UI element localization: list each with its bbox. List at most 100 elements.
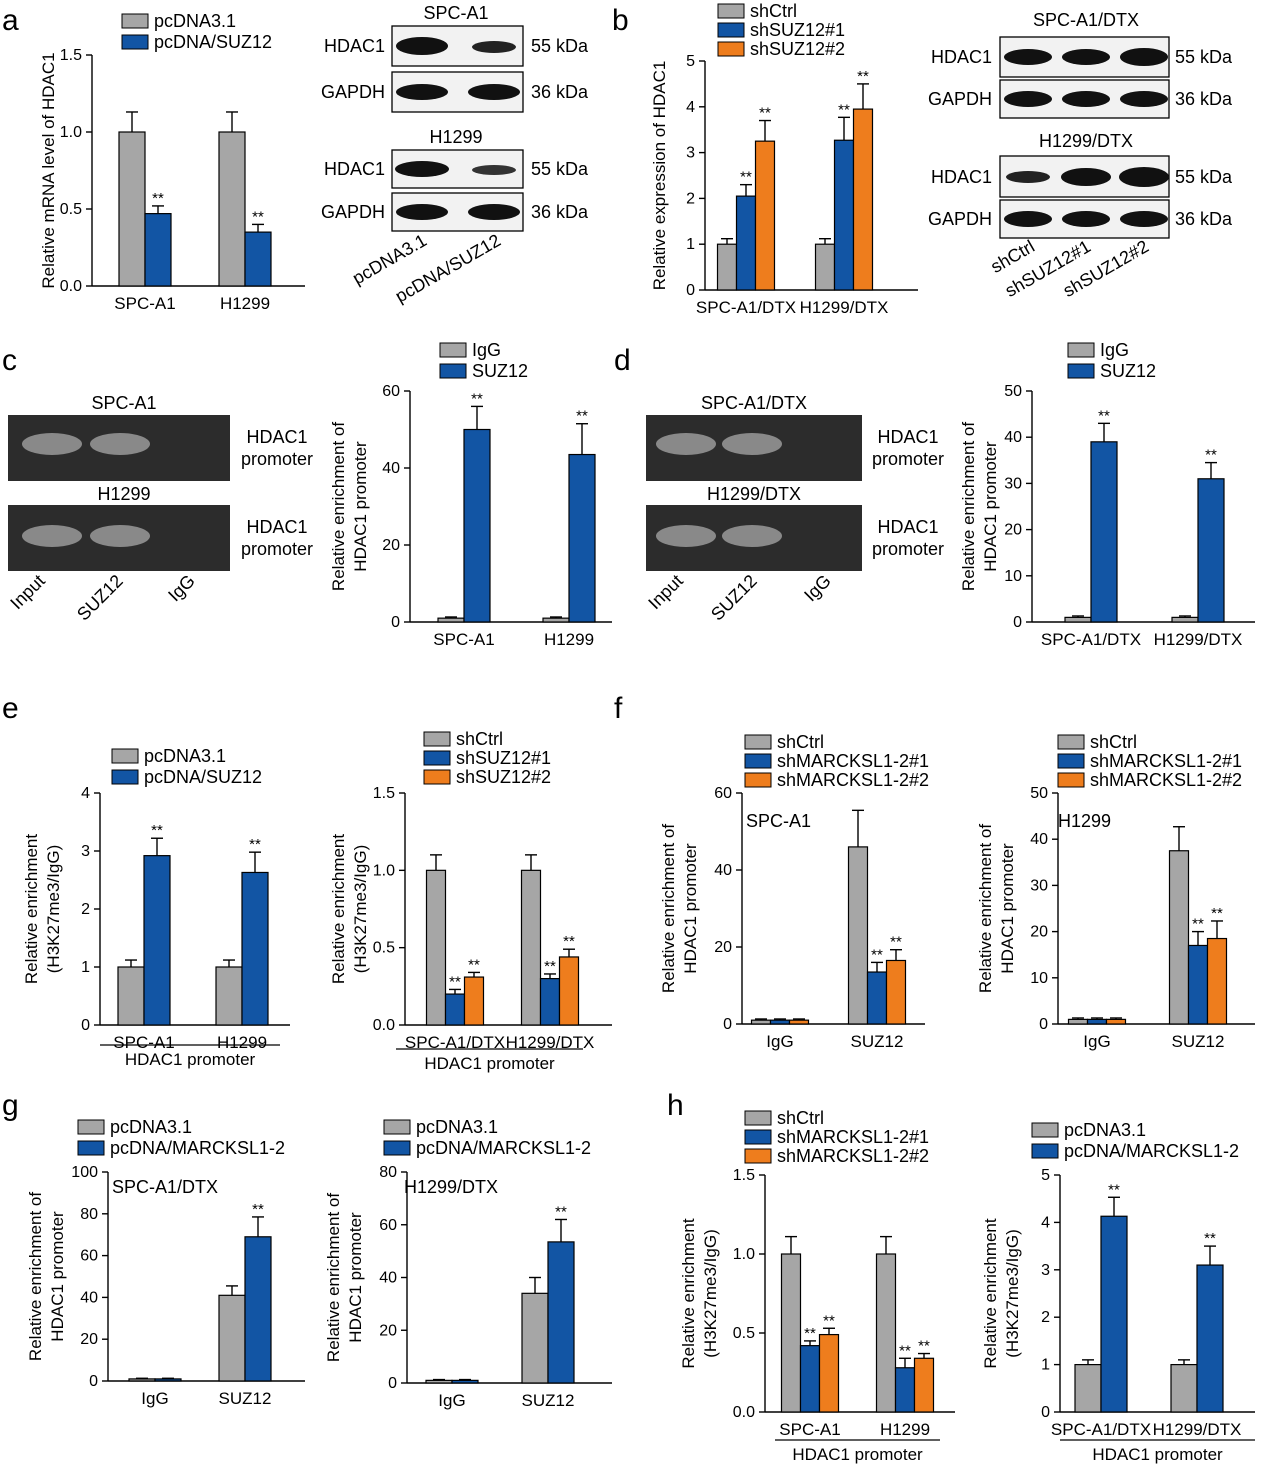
bar (1206, 937, 1228, 1025)
gel-c-lane: SUZ12 (73, 571, 127, 625)
y-tick-label: 0.0 (733, 1404, 755, 1421)
y-tick-label: 30 (1004, 475, 1022, 492)
y-axis-label: Relative enrichment of (959, 422, 978, 591)
bar (117, 966, 145, 1026)
x-tick-label: SPC-A1 (114, 294, 175, 313)
bar (814, 243, 836, 291)
y-tick-label: 5 (1041, 1167, 1050, 1184)
significance-mark: ** (555, 1203, 567, 1220)
bar (1197, 478, 1225, 623)
y-tick-label: 10 (1030, 970, 1048, 987)
x-tick-label: IgG (1083, 1032, 1110, 1051)
blot-band (1004, 49, 1052, 65)
bar (1064, 616, 1092, 623)
significance-mark: ** (249, 836, 261, 853)
y-tick-label: 1.5 (60, 47, 82, 64)
significance-mark: ** (890, 934, 902, 951)
x-tick-label: H1299/DTX (1154, 630, 1243, 649)
y-axis-label: Relative mRNA level of HDAC1 (39, 52, 58, 288)
bar (218, 131, 246, 287)
y-tick-label: 1.0 (373, 862, 395, 879)
legend-swatch (744, 734, 772, 750)
y-tick-label: 20 (382, 537, 400, 554)
legend-label: IgG (1100, 340, 1129, 360)
y-tick-label: 1.5 (373, 785, 395, 802)
legend-label: pcDNA3.1 (110, 1117, 192, 1137)
y-axis-label: Relative enrichment of (659, 824, 678, 993)
gel-band (90, 525, 150, 547)
bar (539, 977, 561, 1026)
y-axis-label: Relative expression of HDAC1 (650, 61, 669, 291)
y-tick-label: 40 (714, 862, 732, 879)
legend-label: pcDNA/MARCKSL1-2 (1064, 1141, 1239, 1161)
bar (754, 140, 776, 291)
bar (1171, 616, 1199, 623)
group-label: HDAC1 promoter (424, 1054, 555, 1073)
y-tick-label: 0 (723, 1016, 732, 1033)
bar (894, 1367, 916, 1413)
gel-c-lane: IgG (164, 571, 199, 606)
bar (521, 1292, 549, 1384)
y-tick-label: 1.0 (733, 1246, 755, 1263)
x-tick-label: SPC-A1 (113, 1033, 174, 1052)
y-axis-label: Relative enrichment of (976, 824, 995, 993)
y-axis-label: (H3K27me3/IgG) (701, 1229, 720, 1358)
legend-swatch (717, 22, 745, 38)
blot-band (1120, 91, 1168, 107)
chart-inner-title: SPC-A1/DTX (112, 1177, 218, 1197)
bar (542, 617, 570, 623)
x-tick-label: H1299 (217, 1033, 267, 1052)
y-tick-label: 0 (391, 614, 400, 631)
panel-label-b: b (612, 4, 629, 37)
chart-inner-title: H1299 (1058, 811, 1111, 831)
y-tick-label: 1 (686, 236, 695, 253)
legend-swatch (77, 1140, 105, 1156)
gel-band (22, 433, 82, 455)
bar (118, 131, 146, 287)
gel-d-label: promoter (872, 449, 944, 469)
significance-mark: ** (740, 169, 752, 186)
y-tick-label: 4 (81, 785, 90, 802)
x-tick-label: SUZ12 (522, 1391, 575, 1410)
x-tick-label: IgG (766, 1032, 793, 1051)
y-tick-label: 1.5 (733, 1167, 755, 1184)
legend-label: shCtrl (777, 732, 824, 752)
y-tick-label: 80 (379, 1164, 397, 1181)
y-tick-label: 10 (1004, 568, 1022, 585)
legend-label: pcDNA3.1 (1064, 1120, 1146, 1140)
gel-d-label: HDAC1 (877, 427, 938, 447)
y-axis-label: HDAC1 promoter (681, 843, 700, 974)
x-tick-label: H1299/DTX (506, 1033, 595, 1052)
legend-swatch (744, 772, 772, 788)
legend-label: shCtrl (777, 1108, 824, 1128)
blot-b-title-2: H1299/DTX (1039, 131, 1133, 151)
significance-mark: ** (823, 1312, 835, 1329)
x-tick-label: SUZ12 (851, 1032, 904, 1051)
bar (463, 428, 491, 623)
bar (558, 956, 580, 1026)
legend-label: shSUZ12#1 (750, 20, 845, 40)
significance-mark: ** (899, 1342, 911, 1359)
bar (463, 976, 485, 1026)
panel-label-f: f (614, 692, 623, 725)
blot-a-row-size: 36 kDa (531, 202, 589, 222)
x-tick-label: H1299 (220, 294, 270, 313)
x-tick-label: SPC-A1/DTX (405, 1033, 505, 1052)
y-axis-label: (H3K27me3/IgG) (44, 845, 63, 974)
y-tick-label: 50 (1030, 785, 1048, 802)
significance-mark: ** (838, 101, 850, 118)
x-tick-label: SUZ12 (1172, 1032, 1225, 1051)
y-tick-label: 0 (686, 282, 695, 299)
panel-label-e: e (2, 692, 19, 725)
bar (143, 855, 171, 1026)
chart-c: 0 20 40 60 Relative enrichment of HDAC1 promo… (329, 340, 612, 649)
chart-inner-title: H1299/DTX (404, 1177, 498, 1197)
gel-band (656, 433, 716, 455)
legend-swatch (423, 731, 451, 747)
bar (818, 1333, 840, 1413)
significance-mark: ** (1205, 447, 1217, 464)
significance-mark: ** (1192, 916, 1204, 933)
bar (244, 231, 272, 287)
y-axis-label: Relative enrichment (679, 1218, 698, 1369)
legend-swatch (77, 1119, 105, 1135)
